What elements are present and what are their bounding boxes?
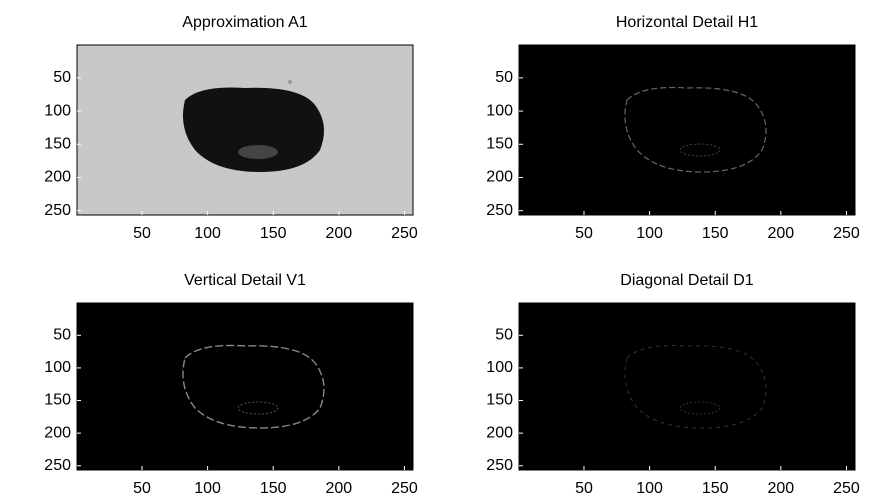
y-tick-label: 50 <box>495 69 513 86</box>
x-tick-label: 50 <box>575 480 593 495</box>
y-tick-label: 250 <box>44 202 71 219</box>
y-tick-label: 250 <box>44 457 71 474</box>
x-tick-label: 50 <box>133 480 151 495</box>
x-tick-label: 250 <box>833 225 860 242</box>
y-tick-label: 200 <box>44 424 71 441</box>
x-tick-label: 250 <box>391 480 418 495</box>
x-tick-label: 50 <box>575 225 593 242</box>
y-tick-label: 250 <box>486 202 513 219</box>
y-tick-label: 50 <box>53 327 71 344</box>
x-tick-label: 100 <box>636 225 663 242</box>
y-tick-label: 100 <box>44 359 71 376</box>
x-tick-label: 200 <box>767 225 794 242</box>
y-tick-label: 150 <box>44 392 71 409</box>
axes-frame <box>76 44 414 216</box>
y-tick-label: 200 <box>486 169 513 186</box>
x-tick-label: 150 <box>702 480 729 495</box>
x-tick-label: 200 <box>325 480 352 495</box>
subplot-title: Diagonal Detail D1 <box>620 272 754 289</box>
y-tick-label: 250 <box>486 457 513 474</box>
y-tick-label: 100 <box>44 102 71 119</box>
y-tick-label: 150 <box>486 135 513 152</box>
subplot-title: Approximation A1 <box>182 14 308 31</box>
y-tick-label: 200 <box>44 169 71 186</box>
y-tick-label: 50 <box>53 69 71 86</box>
x-tick-label: 100 <box>194 480 221 495</box>
x-tick-label: 250 <box>833 480 860 495</box>
x-tick-label: 150 <box>702 225 729 242</box>
subplot-title: Horizontal Detail H1 <box>616 14 758 31</box>
x-tick-label: 250 <box>391 225 418 242</box>
axes-frame <box>518 302 856 471</box>
x-tick-label: 200 <box>767 480 794 495</box>
image-v1 <box>77 303 413 470</box>
x-tick-label: 200 <box>325 225 352 242</box>
y-tick-label: 50 <box>495 327 513 344</box>
x-tick-label: 150 <box>260 225 287 242</box>
x-tick-label: 100 <box>636 480 663 495</box>
x-tick-label: 150 <box>260 480 287 495</box>
y-tick-label: 100 <box>486 359 513 376</box>
axes-frame <box>76 302 414 471</box>
x-tick-label: 50 <box>133 225 151 242</box>
subplot-title: Vertical Detail V1 <box>184 272 306 289</box>
image-d1 <box>519 303 855 470</box>
y-tick-label: 150 <box>44 135 71 152</box>
y-tick-label: 150 <box>486 392 513 409</box>
image-h1 <box>519 45 855 215</box>
y-tick-label: 200 <box>486 424 513 441</box>
x-tick-label: 100 <box>194 225 221 242</box>
y-tick-label: 100 <box>486 102 513 119</box>
axes-frame <box>518 44 856 216</box>
image-a1 <box>77 45 413 215</box>
